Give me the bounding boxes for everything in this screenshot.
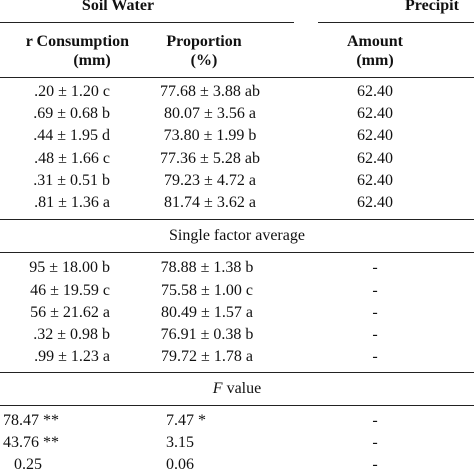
cell-proportion: 77.68 ± 3.88 ab	[160, 83, 260, 100]
cell-amount: -	[372, 259, 378, 276]
cell-proportion: 75.58 ± 1.00 c	[161, 282, 253, 299]
group-rule-soil-water	[0, 22, 294, 23]
cell-proportion: 80.07 ± 3.56 a	[164, 105, 256, 122]
cell-proportion: 79.23 ± 4.72 a	[164, 172, 256, 189]
cell-proportion: 78.88 ± 1.38 b	[160, 259, 254, 276]
cell-amount: -	[372, 456, 378, 473]
cell-consumption: .31 ± 0.51 b	[33, 172, 110, 189]
group-header-precipitation: Precipit	[405, 0, 459, 14]
cell-proportion: 0.06	[166, 456, 194, 473]
col-header-amount: Amount	[346, 33, 404, 50]
section-rule-f-bottom	[0, 405, 474, 406]
group-header-soil-water: Soil Water	[81, 0, 155, 14]
cell-amount: -	[372, 326, 378, 343]
cell-consumption: 46 ± 19.59 c	[30, 282, 110, 299]
cell-proportion: 7.47 *	[166, 412, 206, 429]
cell-proportion: 3.15	[166, 434, 194, 451]
f-value-label: value	[222, 380, 262, 397]
cell-proportion: 77.36 ± 5.28 ab	[160, 150, 260, 167]
cell-consumption: .99 ± 1.23 a	[34, 348, 110, 365]
cell-consumption: 95 ± 18.00 b	[29, 259, 110, 276]
col-header-proportion-unit: (%)	[190, 52, 218, 69]
cell-amount: 62.40	[357, 194, 393, 211]
cell-amount: 62.40	[357, 105, 393, 122]
col-header-consumption: r Consumption	[25, 33, 129, 50]
col-header-consumption-unit: (mm)	[73, 52, 111, 69]
cell-proportion: 81.74 ± 3.62 a	[164, 194, 256, 211]
cell-consumption: .20 ± 1.20 c	[34, 83, 110, 100]
section-title-single-factor: Single factor average	[169, 227, 305, 244]
group-rule-precipitation	[318, 22, 474, 23]
cell-consumption: 0.25	[14, 456, 42, 473]
cell-proportion: 73.80 ± 1.99 b	[163, 127, 257, 144]
cell-consumption: .81 ± 1.36 a	[34, 194, 110, 211]
section-rule-f-top	[0, 372, 474, 373]
cell-consumption: 43.76 **	[3, 434, 59, 451]
cell-amount: 62.40	[357, 172, 393, 189]
header-bottom-rule	[0, 77, 474, 78]
section-rule-single-top	[0, 219, 474, 220]
cell-consumption: .44 ± 1.95 d	[33, 127, 110, 144]
col-header-amount-unit: (mm)	[356, 52, 394, 69]
cell-consumption: .69 ± 0.68 b	[33, 105, 110, 122]
f-symbol: F	[212, 380, 223, 397]
cell-proportion: 80.49 ± 1.57 a	[161, 304, 253, 321]
section-rule-single-bottom	[0, 252, 474, 253]
cell-consumption: .48 ± 1.66 c	[34, 150, 110, 167]
cell-consumption: .32 ± 0.98 b	[33, 326, 110, 343]
cell-amount: -	[372, 412, 378, 429]
cell-amount: 62.40	[357, 150, 393, 167]
cell-amount: -	[372, 348, 378, 365]
section-title-f-value: F value	[213, 381, 261, 397]
cell-proportion: 76.91 ± 0.38 b	[160, 326, 254, 343]
cell-consumption: 56 ± 21.62 a	[30, 304, 110, 321]
cell-amount: -	[372, 282, 378, 299]
cell-proportion: 79.72 ± 1.78 a	[161, 348, 253, 365]
cell-consumption: 78.47 **	[3, 412, 59, 429]
col-header-proportion: Proportion	[166, 33, 242, 50]
cell-amount: -	[372, 304, 378, 321]
cell-amount: -	[372, 434, 378, 451]
cell-amount: 62.40	[357, 127, 393, 144]
cell-amount: 62.40	[357, 83, 393, 100]
